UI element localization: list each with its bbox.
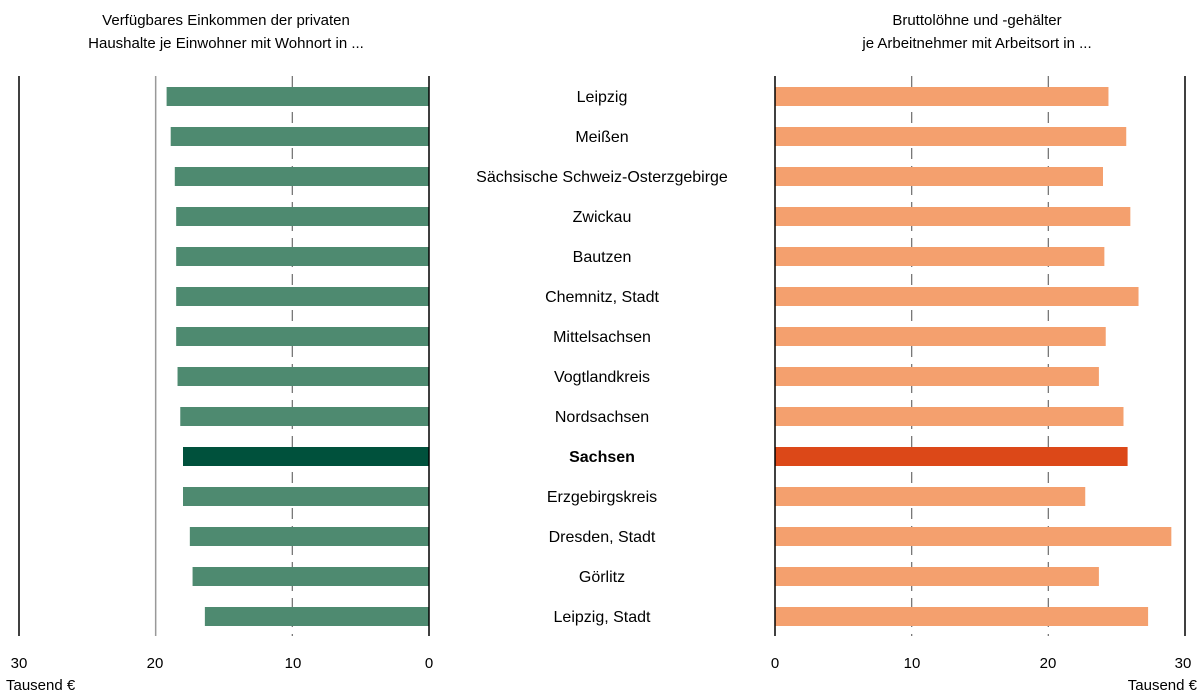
category-label-1: Meißen (575, 129, 628, 146)
left-bar-12 (192, 567, 429, 586)
label-layer: Leipzig Meißen Sächsische Schweiz-Osterzge… (11, 89, 1192, 672)
right-bar-9 (775, 447, 1128, 466)
right-bar-6 (775, 327, 1106, 346)
category-label-5: Chemnitz, Stadt (545, 289, 659, 306)
right-tick-label-1: 10 (904, 655, 921, 672)
category-label-9: Sachsen (569, 449, 635, 466)
right-bar-8 (775, 407, 1124, 426)
category-label-6: Mittelsachsen (553, 329, 651, 346)
left-bar-4 (176, 247, 429, 266)
right-bar-11 (775, 527, 1172, 546)
right-tick-label-2: 20 (1040, 655, 1057, 672)
right-bar-12 (775, 567, 1099, 586)
right-tick-label-0: 0 (771, 655, 779, 672)
left-title-line-2: Haushalte je Einwohner mit Wohnort in ..… (88, 35, 364, 52)
axis-layer (18, 76, 1186, 636)
right-unit-label: Tausend € (1128, 677, 1198, 694)
category-label-11: Dresden, Stadt (549, 529, 656, 546)
right-bar-4 (775, 247, 1105, 266)
left-bar-11 (189, 527, 429, 546)
left-bar-9 (183, 447, 429, 466)
left-bar-1 (170, 127, 429, 146)
category-label-8: Nordsachsen (555, 409, 649, 426)
left-bar-0 (166, 87, 429, 106)
left-tick-label-2: 10 (285, 655, 302, 672)
right-bar-0 (775, 87, 1109, 106)
left-bar-3 (176, 207, 429, 226)
left-bar-5 (176, 287, 429, 306)
category-label-10: Erzgebirgskreis (547, 489, 657, 506)
left-tick-label-0: 30 (11, 655, 28, 672)
grid-layer (154, 76, 1049, 636)
right-bar-13 (775, 607, 1149, 626)
right-bar-10 (775, 487, 1086, 506)
left-unit-label: Tausend € (6, 677, 76, 694)
category-label-3: Zwickau (573, 209, 632, 226)
right-tick-label-3: 30 (1175, 655, 1192, 672)
right-bar-3 (775, 207, 1131, 226)
left-bar-8 (180, 407, 429, 426)
right-title-line-1: Bruttolöhne und -gehälter (892, 12, 1061, 29)
left-bar-7 (177, 367, 429, 386)
left-bar-6 (176, 327, 429, 346)
category-label-12: Görlitz (579, 569, 625, 586)
left-bar-13 (204, 607, 429, 626)
left-tick-label-3: 0 (425, 655, 433, 672)
bar-layer (166, 87, 1172, 626)
left-tick-label-1: 20 (147, 655, 164, 672)
right-bar-2 (775, 167, 1103, 186)
right-title-line-2: je Arbeitnehmer mit Arbeitsort in ... (861, 35, 1091, 52)
left-bar-10 (183, 487, 429, 506)
category-label-7: Vogtlandkreis (554, 369, 650, 386)
right-bar-7 (775, 367, 1099, 386)
category-label-2: Sächsische Schweiz-Osterzgebirge (476, 169, 728, 186)
right-bar-5 (775, 287, 1139, 306)
category-label-13: Leipzig, Stadt (554, 609, 652, 626)
category-label-4: Bautzen (573, 249, 632, 266)
left-bar-2 (174, 167, 429, 186)
category-label-0: Leipzig (577, 89, 628, 106)
right-bar-1 (775, 127, 1127, 146)
left-title-line-1: Verfügbares Einkommen der privaten (102, 12, 350, 29)
